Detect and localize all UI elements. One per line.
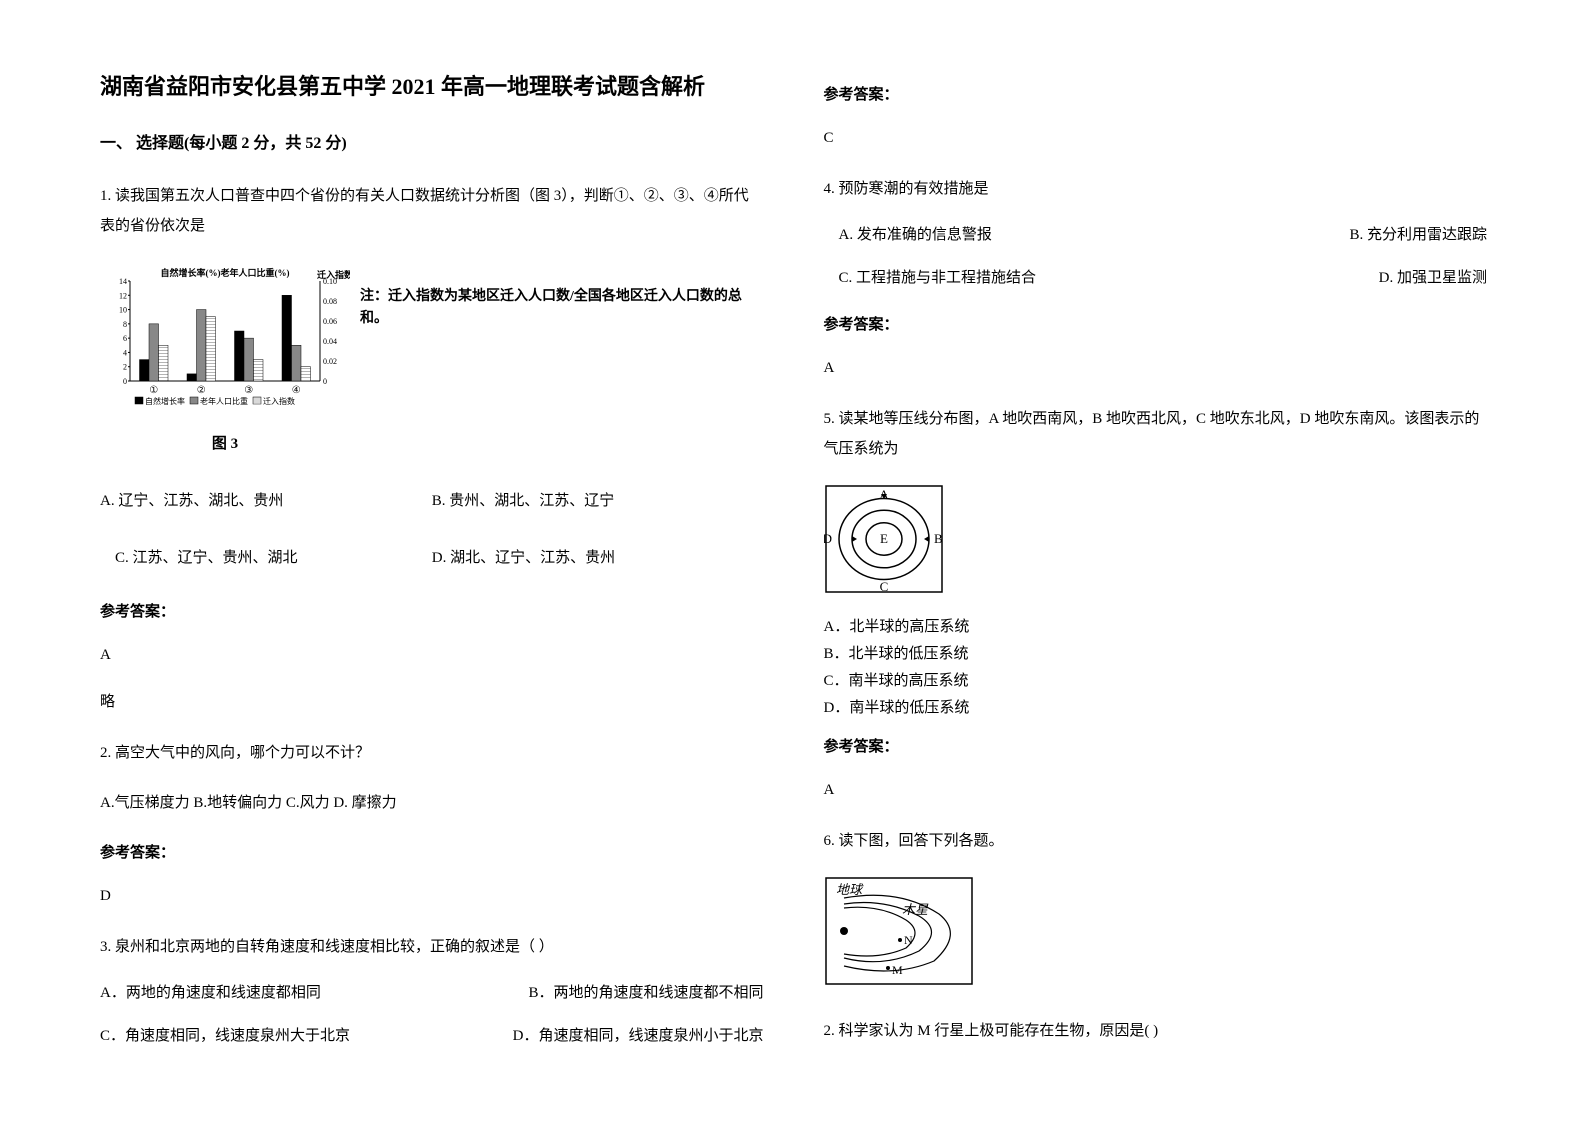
q6-subq: 2. 科学家认为 M 行星上极可能存在生物，原因是( ) <box>824 1016 1488 1046</box>
svg-text:10: 10 <box>119 305 127 314</box>
q5-answer-label: 参考答案： <box>824 734 1488 761</box>
q2-answer: D <box>100 883 764 910</box>
q4-option-c: C. 工程措施与非工程措施结合 <box>824 265 1037 292</box>
q4-option-b: B. 充分利用雷达跟踪 <box>1349 222 1487 249</box>
svg-text:N: N <box>904 933 913 947</box>
right-column: 参考答案： C 4. 预防寒潮的有效措施是 A. 发布准确的信息警报 B. 充分… <box>824 70 1488 1052</box>
svg-text:地球: 地球 <box>836 882 864 897</box>
svg-text:14: 14 <box>119 277 127 286</box>
q3-option-b: B．两地的角速度和线速度都不相同 <box>528 980 763 1007</box>
q4-option-a: A. 发布准确的信息警报 <box>824 222 992 249</box>
svg-text:③: ③ <box>244 385 253 396</box>
chart-caption: 图 3 <box>100 431 350 458</box>
svg-text:木星: 木星 <box>902 902 929 917</box>
q1-option-d: D. 湖北、辽宁、江苏、贵州 <box>432 545 764 572</box>
q2-text: 2. 高空大气中的风向，哪个力可以不计？ <box>100 738 764 768</box>
svg-text:自然增长率: 自然增长率 <box>145 396 185 406</box>
pressure-diagram-svg: ABCDE <box>824 484 944 594</box>
q4-option-d: D. 加强卫星监测 <box>1379 265 1487 292</box>
svg-text:0: 0 <box>123 377 127 386</box>
svg-text:B: B <box>934 531 943 546</box>
svg-text:0.04: 0.04 <box>323 337 337 346</box>
q5-text: 5. 读某地等压线分布图，A 地吹西南风，B 地吹西北风，C 地吹东北风，D 地… <box>824 404 1488 464</box>
q3-answer: C <box>824 125 1488 152</box>
svg-text:6: 6 <box>123 334 127 343</box>
q5-diagram: ABCDE <box>824 484 1488 604</box>
q3-options-row1: A．两地的角速度和线速度都相同 B．两地的角速度和线速度都不相同 <box>100 980 764 1007</box>
q3-options-row2: C．角速度相同，线速度泉州大于北京 D．角速度相同，线速度泉州小于北京 <box>100 1023 764 1050</box>
svg-text:E: E <box>880 531 888 546</box>
q5-option-b: B．北半球的低压系统 <box>824 641 1488 668</box>
q5-option-c: C．南半球的高压系统 <box>824 668 1488 695</box>
svg-text:0.10: 0.10 <box>323 277 337 286</box>
q2-answer-label: 参考答案： <box>100 840 764 867</box>
q4-answer: A <box>824 355 1488 382</box>
q2-options: A.气压梯度力 B.地转偏向力 C.风力 D. 摩擦力 <box>100 788 764 818</box>
svg-text:④: ④ <box>292 385 301 396</box>
q3-option-d: D．角速度相同，线速度泉州小于北京 <box>513 1023 764 1050</box>
q3-option-a: A．两地的角速度和线速度都相同 <box>100 980 321 1007</box>
chart-note: 注：迁入指数为某地区迁入人口数/全国各地区迁入人口数的总和。 <box>360 266 764 458</box>
document-title: 湖南省益阳市安化县第五中学 2021 年高一地理联考试题含解析 <box>100 70 764 103</box>
q1-option-b: B. 贵州、湖北、江苏、辽宁 <box>432 488 764 515</box>
q3-option-c: C．角速度相同，线速度泉州大于北京 <box>100 1023 350 1050</box>
svg-text:12: 12 <box>119 291 127 300</box>
svg-text:D: D <box>824 531 832 546</box>
bar-chart-svg: 自然增长率(%)老年人口比重(%) 迁入指数 14 12 10 8 6 4 2 0 0.10 0.08… <box>100 266 350 416</box>
q1-text: 1. 读我国第五次人口普查中四个省份的有关人口数据统计分析图（图 3），判断①、… <box>100 181 764 241</box>
q6-text: 6. 读下图，回答下列各题。 <box>824 826 1488 856</box>
svg-text:8: 8 <box>123 320 127 329</box>
svg-text:老年人口比重: 老年人口比重 <box>200 396 248 406</box>
svg-text:0: 0 <box>323 377 327 386</box>
svg-text:4: 4 <box>123 348 127 357</box>
orbit-diagram-svg: 地球木星 N M <box>824 876 974 986</box>
svg-text:②: ② <box>197 385 206 396</box>
q5-answer: A <box>824 777 1488 804</box>
q5-option-a: A．北半球的高压系统 <box>824 614 1488 641</box>
q1-options-row1: A. 辽宁、江苏、湖北、贵州 B. 贵州、湖北、江苏、辽宁 <box>100 488 764 515</box>
q4-options-row2: C. 工程措施与非工程措施结合 D. 加强卫星监测 <box>824 265 1488 292</box>
svg-text:自然增长率(%)老年人口比重(%): 自然增长率(%)老年人口比重(%) <box>161 267 290 278</box>
svg-text:0.06: 0.06 <box>323 317 337 326</box>
q1-explanation: 略 <box>100 689 764 716</box>
q1-answer: A <box>100 642 764 669</box>
svg-text:迁入指数: 迁入指数 <box>263 396 295 406</box>
svg-text:0.08: 0.08 <box>323 297 337 306</box>
q1-option-c: C. 江苏、辽宁、贵州、湖北 <box>100 545 432 572</box>
q4-text: 4. 预防寒潮的有效措施是 <box>824 174 1488 204</box>
q4-answer-label: 参考答案： <box>824 312 1488 339</box>
q3-answer-label: 参考答案： <box>824 82 1488 109</box>
svg-text:M: M <box>892 963 903 977</box>
q1-options-row2: C. 江苏、辽宁、贵州、湖北 D. 湖北、辽宁、江苏、贵州 <box>100 545 764 572</box>
q4-options-row1: A. 发布准确的信息警报 B. 充分利用雷达跟踪 <box>824 222 1488 249</box>
q1-answer-label: 参考答案： <box>100 599 764 626</box>
q6-diagram: 地球木星 N M <box>824 876 1488 996</box>
chart-block: 自然增长率(%)老年人口比重(%) 迁入指数 14 12 10 8 6 4 2 0 0.10 0.08… <box>100 266 350 458</box>
section-header: 一、 选择题(每小题 2 分，共 52 分) <box>100 130 764 159</box>
q5-option-d: D．南半球的低压系统 <box>824 695 1488 722</box>
svg-text:2: 2 <box>123 363 127 372</box>
q1-option-a: A. 辽宁、江苏、湖北、贵州 <box>100 488 432 515</box>
q3-text: 3. 泉州和北京两地的自转角速度和线速度相比较，正确的叙述是（ ） <box>100 932 764 962</box>
left-column: 湖南省益阳市安化县第五中学 2021 年高一地理联考试题含解析 一、 选择题(每… <box>100 70 764 1052</box>
svg-text:C: C <box>879 579 888 594</box>
q1-chart: 自然增长率(%)老年人口比重(%) 迁入指数 14 12 10 8 6 4 2 0 0.10 0.08… <box>100 266 764 458</box>
svg-text:0.02: 0.02 <box>323 357 337 366</box>
svg-text:①: ① <box>149 385 158 396</box>
